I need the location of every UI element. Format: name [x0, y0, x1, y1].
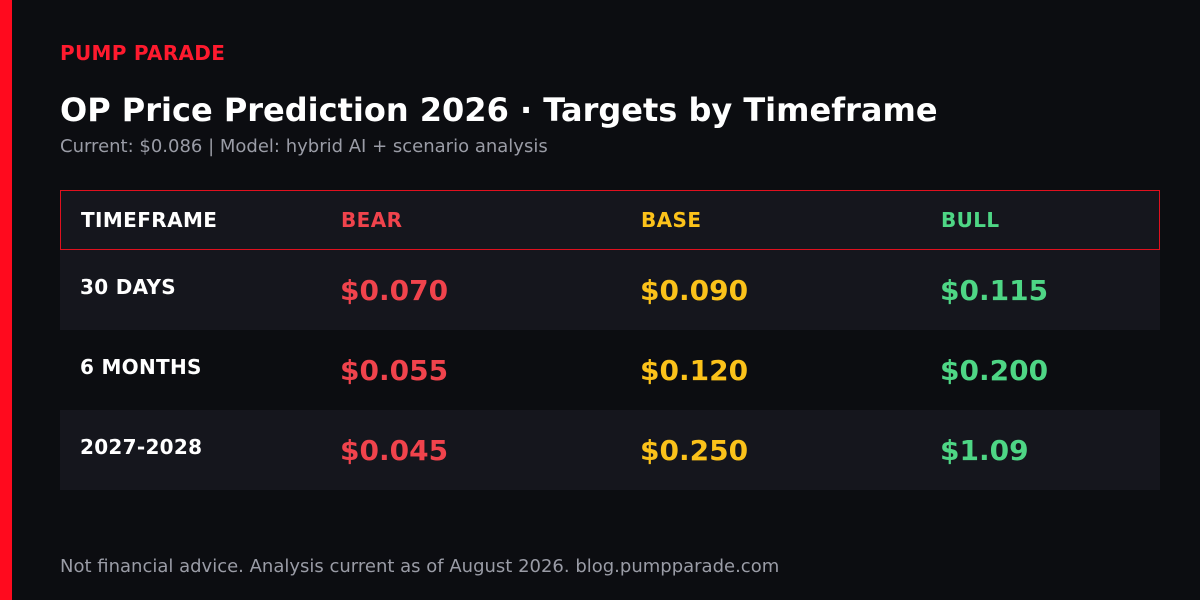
table-header-row: TIMEFRAME BEAR BASE BULL — [60, 190, 1160, 250]
accent-bar — [0, 0, 12, 600]
header-bull: BULL — [941, 208, 1000, 232]
bull-target-cell: $0.115 — [940, 274, 1049, 307]
header-base: BASE — [641, 208, 702, 232]
base-target-cell: $0.090 — [640, 274, 749, 307]
table-row: 30 DAYS $0.070 $0.090 $0.115 — [60, 250, 1160, 330]
header-timeframe: TIMEFRAME — [81, 208, 218, 232]
bull-target-cell: $0.200 — [940, 354, 1049, 387]
timeframe-cell: 2027-2028 — [80, 435, 203, 459]
brand-name: PUMP PARADE — [60, 41, 226, 65]
table-row: 6 MONTHS $0.055 $0.120 $0.200 — [60, 330, 1160, 410]
header-bear: BEAR — [341, 208, 403, 232]
bear-target-cell: $0.055 — [340, 354, 449, 387]
disclaimer-footer: Not financial advice. Analysis current a… — [60, 556, 780, 577]
page-subtitle: Current: $0.086 | Model: hybrid AI + sce… — [60, 136, 548, 157]
page-title: OP Price Prediction 2026 · Targets by Ti… — [60, 91, 938, 129]
timeframe-cell: 6 MONTHS — [80, 355, 202, 379]
timeframe-cell: 30 DAYS — [80, 275, 176, 299]
price-targets-table: TIMEFRAME BEAR BASE BULL 30 DAYS $0.070 … — [60, 190, 1160, 490]
table-row: 2027-2028 $0.045 $0.250 $1.09 — [60, 410, 1160, 490]
base-target-cell: $0.250 — [640, 434, 749, 467]
bull-target-cell: $1.09 — [940, 434, 1029, 467]
base-target-cell: $0.120 — [640, 354, 749, 387]
bear-target-cell: $0.070 — [340, 274, 449, 307]
bear-target-cell: $0.045 — [340, 434, 449, 467]
